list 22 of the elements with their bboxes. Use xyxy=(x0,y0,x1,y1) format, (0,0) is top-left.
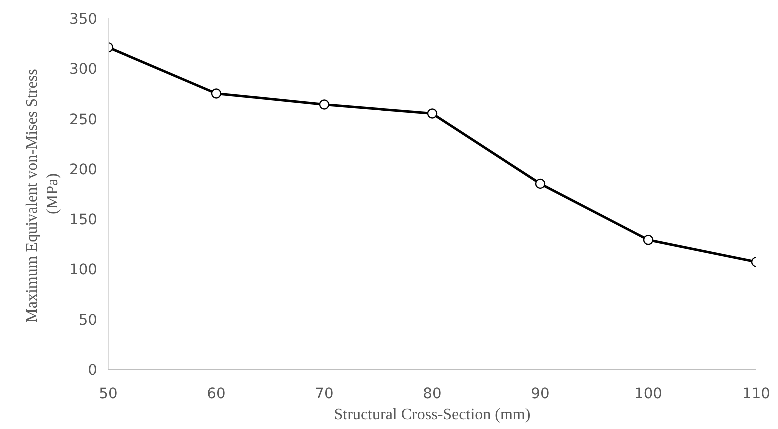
y-tick-label: 150 xyxy=(70,212,98,229)
y-axis-title: Maximum Equivalent von-Mises Stress (MPa) xyxy=(24,69,62,323)
y-tick-label: 0 xyxy=(88,362,98,379)
point xyxy=(427,108,438,119)
x-tick-label: 70 xyxy=(315,386,334,402)
x-axis-title: Structural Cross-Section (mm) xyxy=(334,406,531,424)
x-tick-label: 60 xyxy=(207,386,226,402)
x-tick-label: 80 xyxy=(423,386,442,402)
x-tick-label: 50 xyxy=(99,386,118,402)
x-tick-label: 100 xyxy=(634,386,662,402)
point xyxy=(211,88,222,99)
y-tick-label: 200 xyxy=(70,161,98,178)
x-tick-label: 110 xyxy=(742,386,770,402)
point xyxy=(319,100,330,110)
point xyxy=(535,178,546,190)
y-tick-label: 50 xyxy=(78,312,98,329)
y-tick-label: 300 xyxy=(70,61,98,78)
y-tick-label: 250 xyxy=(70,111,98,128)
x-tick-label: 90 xyxy=(531,386,550,402)
y-tick-label: 350 xyxy=(70,11,98,28)
point xyxy=(643,235,654,246)
y-tick-label: 100 xyxy=(70,262,98,279)
